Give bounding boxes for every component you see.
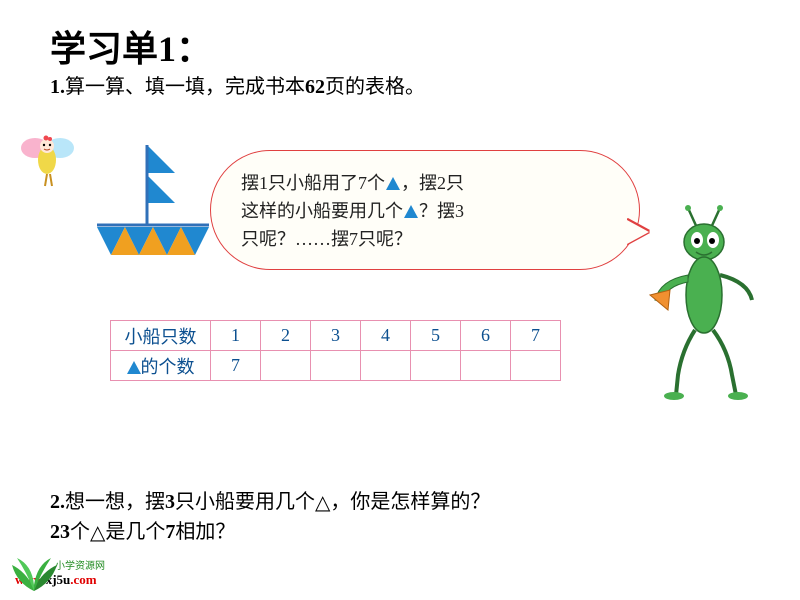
cell: 1 [211, 321, 261, 351]
speech-bubble: 摆1只小船用了7个 ，摆2只 这样的小船要用几个 ？摆3 只呢？……摆7只呢？ [210, 150, 640, 290]
q2-n: 3 [165, 491, 175, 513]
worksheet-title: 学习单1： [50, 20, 212, 72]
triangle-outline-icon: △ [90, 520, 105, 545]
bubble-l2a: 这样的小船要用几个 [241, 201, 403, 221]
bubble-l1b: ，摆2只 [401, 173, 464, 193]
bubble-l2b: ？摆3 [419, 201, 464, 221]
cell: 2 [261, 321, 311, 351]
grasshopper-character-icon [640, 200, 770, 400]
q2-number: 2. [50, 491, 65, 513]
table-row: 的个数 7 [111, 351, 561, 381]
q3-n2: 7 [165, 521, 175, 543]
cell: 7 [211, 351, 261, 381]
cell: 5 [411, 321, 461, 351]
q3-mid2: 是几个 [105, 521, 165, 543]
q1-page: 62 [305, 76, 325, 98]
q3-mid1: 个 [70, 521, 90, 543]
cell: 7 [511, 321, 561, 351]
q3-n1: 23 [50, 521, 70, 543]
data-table-container: 小船只数 1 2 3 4 5 6 7 的个数 7 [110, 320, 561, 381]
bubble-l1a: 摆1只小船用了7个 [241, 173, 385, 193]
logo-text-small: 小学资源网 [55, 557, 105, 572]
question-1: 1.算一算、填一填，完成书本62页的表格。 [50, 70, 425, 99]
cell [511, 351, 561, 381]
q3-tail: 相加？ [175, 521, 235, 543]
q1-text: 算一算、填一填，完成书本 [65, 76, 305, 98]
site-logo: 小学资源网 www.xj5u.com [15, 557, 105, 588]
leaf-logo-icon [7, 553, 62, 593]
cell: 3 [311, 321, 361, 351]
q2-text: 想一想，摆 [65, 491, 165, 513]
triangle-icon [404, 205, 418, 218]
logo-url-c: .com [70, 572, 96, 587]
cell: 6 [461, 321, 511, 351]
cell [261, 351, 311, 381]
cell: 4 [361, 321, 411, 351]
fairy-icon [20, 130, 75, 190]
triangle-icon [386, 177, 400, 190]
triangle-icon [127, 361, 141, 374]
question-2: 2.想一想，摆3只小船要用几个△，你是怎样算的？ [50, 485, 490, 515]
question-3: 23个△是几个7相加？ [50, 515, 235, 545]
cell [411, 351, 461, 381]
table-row: 小船只数 1 2 3 4 5 6 7 [111, 321, 561, 351]
boat-illustration [85, 135, 225, 280]
triangle-outline-icon: △ [315, 490, 330, 515]
row2-label-text: 的个数 [141, 357, 195, 377]
count-table: 小船只数 1 2 3 4 5 6 7 的个数 7 [110, 320, 561, 381]
cell [461, 351, 511, 381]
q2-tail: ，你是怎样算的？ [330, 491, 490, 513]
q2-mid: 只小船要用几个 [175, 491, 315, 513]
cell [311, 351, 361, 381]
cell [361, 351, 411, 381]
row2-label: 的个数 [111, 351, 211, 381]
q1-tail: 页的表格。 [325, 76, 425, 98]
q1-number: 1. [50, 76, 65, 98]
bubble-l3: 只呢？……摆7只呢？ [241, 229, 412, 249]
row1-label: 小船只数 [111, 321, 211, 351]
